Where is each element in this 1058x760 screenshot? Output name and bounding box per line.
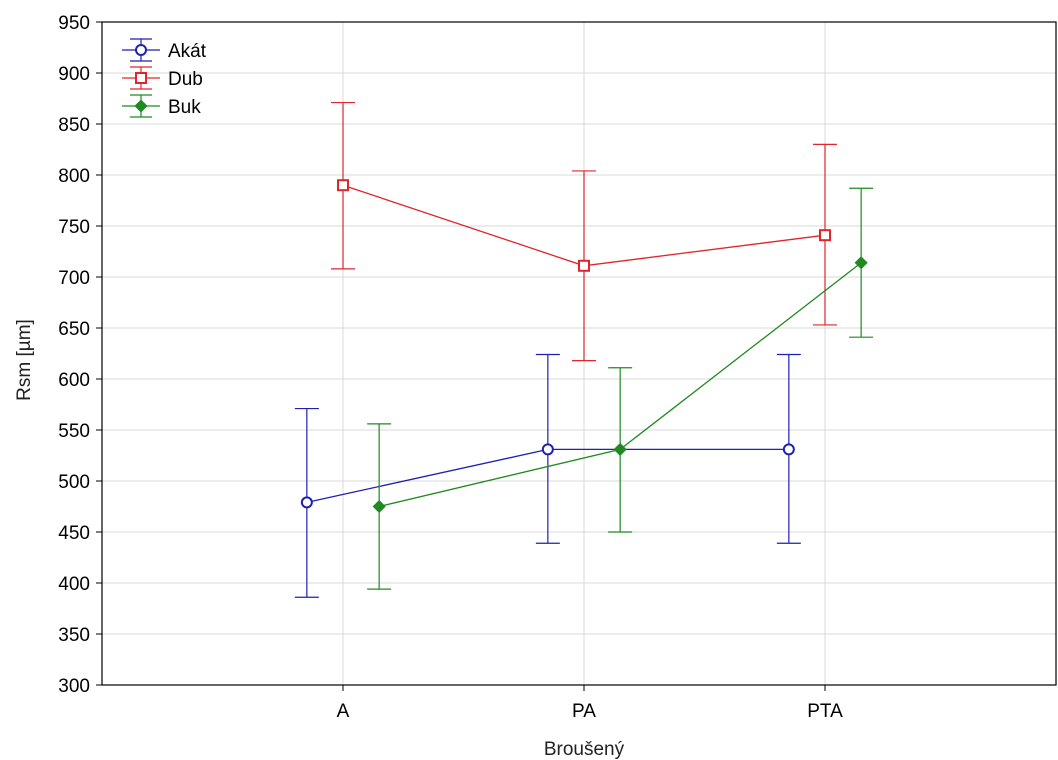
- y-tick-label: 300: [58, 676, 90, 697]
- y-tick-label: 850: [58, 115, 90, 136]
- y-tick-label: 450: [58, 523, 90, 544]
- x-tick-label: A: [337, 701, 350, 722]
- legend-marker: [134, 99, 148, 113]
- x-axis: A PA PTA: [337, 685, 843, 722]
- data-point: [578, 259, 590, 272]
- data-point: [782, 443, 795, 456]
- y-tick-label: 800: [58, 166, 90, 187]
- y-tick-label: 950: [58, 13, 90, 34]
- legend-label: Buk: [168, 97, 201, 118]
- data-point: [372, 499, 386, 514]
- x-tick-label: PA: [572, 701, 596, 722]
- y-tick-label: 600: [58, 370, 90, 391]
- series-akát: [294, 353, 801, 598]
- legend-item-dub: Dub: [122, 66, 203, 90]
- data-point: [854, 256, 868, 270]
- data-point: [819, 229, 831, 242]
- axes: [101, 21, 1057, 686]
- plot-frame: [101, 21, 1057, 686]
- x-tick-label: PTA: [807, 701, 843, 722]
- legend-item-akát: Akát: [122, 38, 207, 62]
- legend-marker: [135, 72, 147, 84]
- series-layer: [294, 101, 874, 598]
- y-tick-label: 900: [58, 64, 90, 85]
- data-point: [541, 443, 554, 456]
- legend-item-buk: Buk: [122, 94, 201, 118]
- legend-label: Dub: [168, 69, 203, 90]
- data-point: [613, 442, 627, 456]
- legend-marker: [135, 44, 147, 56]
- series-buk: [367, 187, 874, 590]
- y-tick-label: 700: [58, 268, 90, 289]
- y-tick-label: 350: [58, 625, 90, 646]
- y-tick-label: 400: [58, 574, 90, 595]
- data-point: [300, 496, 313, 509]
- y-axis: 300 350 400 450 500 550 600 650 700 750 800 850 900 9…: [58, 13, 102, 697]
- series-dub: [331, 101, 837, 362]
- data-point: [337, 179, 349, 192]
- grid: [102, 22, 1056, 685]
- legend-label: Akát: [168, 41, 207, 62]
- y-tick-label: 500: [58, 472, 90, 493]
- y-tick-label: 750: [58, 217, 90, 238]
- y-tick-label: 550: [58, 421, 90, 442]
- y-axis-title: Rsm [µm]: [14, 319, 35, 401]
- x-axis-title: Broušený: [544, 739, 625, 760]
- y-tick-label: 650: [58, 319, 90, 340]
- legend: Akát Dub Buk: [122, 38, 207, 118]
